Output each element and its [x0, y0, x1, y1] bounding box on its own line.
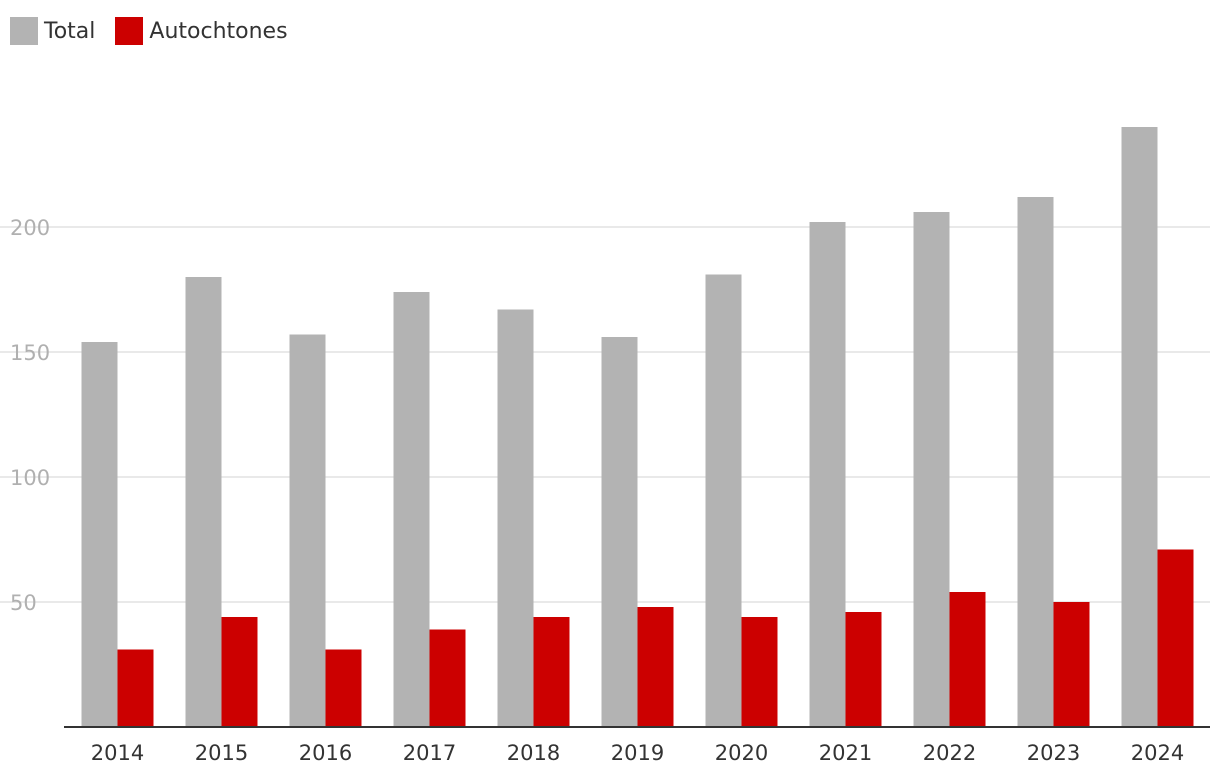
bar-autochtones-2015 [221, 617, 258, 727]
legend-label-autochtones: Autochtones [149, 18, 288, 44]
x-tick-label: 2022 [923, 741, 976, 765]
chart-legend: Total Autochtones [10, 17, 288, 45]
y-tick-label: 100 [10, 466, 50, 490]
bar-autochtones-2020 [741, 617, 778, 727]
bar-total-2020 [705, 274, 742, 727]
bar-total-2017 [393, 292, 430, 727]
x-tick-label: 2014 [91, 741, 144, 765]
x-tick-label: 2024 [1131, 741, 1184, 765]
x-tick-label: 2015 [195, 741, 248, 765]
bar-total-2021 [809, 222, 846, 727]
bar-autochtones-2022 [949, 592, 986, 727]
y-tick-label: 50 [10, 591, 37, 615]
bar-autochtones-2024 [1157, 549, 1194, 727]
bar-autochtones-2018 [533, 617, 570, 727]
legend-item-autochtones: Autochtones [115, 17, 288, 45]
bar-total-2016 [289, 334, 326, 727]
bar-total-2023 [1017, 197, 1054, 727]
legend-swatch-autochtones [115, 17, 144, 45]
legend-label-total: Total [44, 18, 96, 44]
legend-swatch-total [10, 17, 38, 45]
x-tick-label: 2023 [1027, 741, 1080, 765]
bar-total-2024 [1121, 127, 1158, 727]
bar-autochtones-2023 [1053, 602, 1090, 727]
x-tick-label: 2020 [715, 741, 768, 765]
bar-autochtones-2014 [117, 649, 154, 727]
bar-autochtones-2016 [325, 649, 362, 727]
bar-autochtones-2021 [845, 612, 882, 727]
bar-autochtones-2017 [429, 629, 466, 727]
bar-autochtones-2019 [637, 607, 674, 727]
x-tick-label: 2021 [819, 741, 872, 765]
x-tick-label: 2018 [507, 741, 560, 765]
x-tick-label: 2017 [403, 741, 456, 765]
x-tick-label: 2016 [299, 741, 352, 765]
bar-total-2019 [601, 337, 638, 727]
y-tick-label: 200 [10, 216, 50, 240]
bar-total-2015 [185, 277, 222, 727]
bar-total-2014 [81, 342, 118, 727]
x-tick-label: 2019 [611, 741, 664, 765]
bar-total-2018 [497, 309, 534, 727]
legend-item-total: Total [10, 17, 95, 45]
y-tick-label: 150 [10, 341, 50, 365]
bar-total-2022 [913, 212, 950, 727]
